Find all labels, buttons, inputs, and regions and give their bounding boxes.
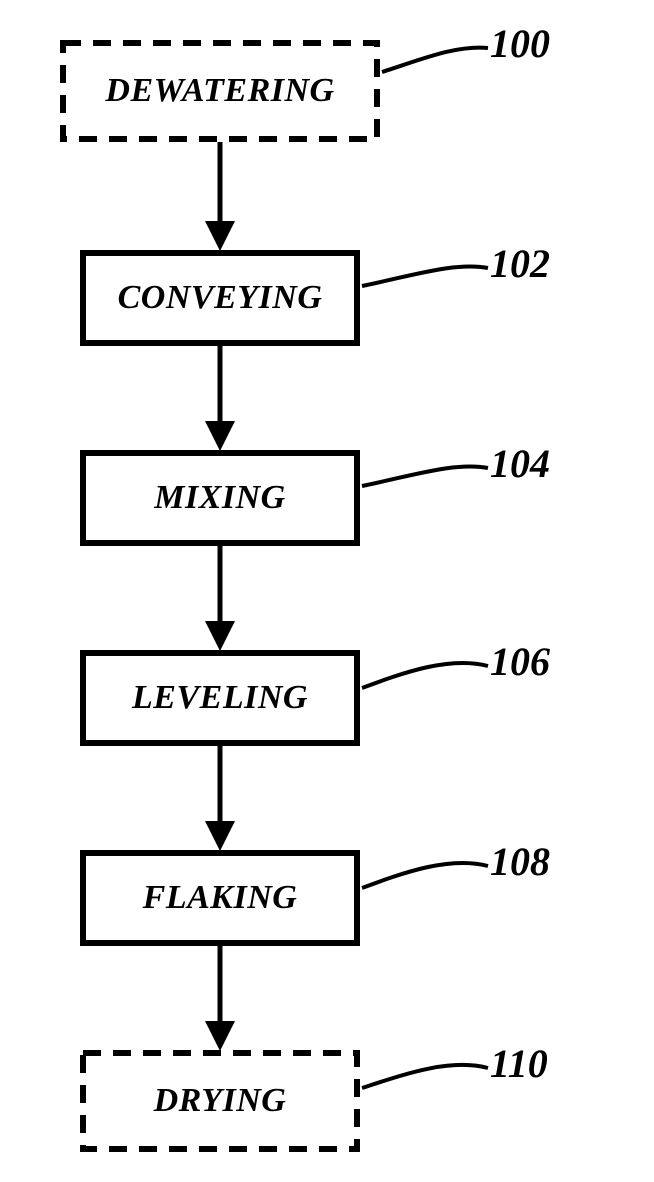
node-text: FLAKING — [143, 879, 298, 917]
flowchart-node-flaking: FLAKING — [80, 850, 360, 946]
ref-label-110: 110 — [490, 1040, 548, 1087]
leader-line-mixing — [362, 466, 488, 486]
flowchart-node-dewatering: DEWATERING — [60, 40, 380, 142]
ref-label-100: 100 — [490, 20, 550, 67]
node-text: LEVELING — [132, 679, 308, 717]
leader-line-dewatering — [382, 48, 488, 72]
ref-label-104: 104 — [490, 440, 550, 487]
ref-label-102: 102 — [490, 240, 550, 287]
flowchart-node-leveling: LEVELING — [80, 650, 360, 746]
flowchart-node-conveying: CONVEYING — [80, 250, 360, 346]
ref-label-108: 108 — [490, 838, 550, 885]
node-text: DEWATERING — [105, 72, 334, 110]
overlay-svg — [0, 0, 654, 1182]
leader-line-leveling — [362, 663, 488, 688]
flowchart-canvas: DEWATERING CONVEYING MIXING LEVELING FLAKING… — [0, 0, 654, 1182]
node-text: MIXING — [154, 479, 285, 517]
node-text: CONVEYING — [118, 279, 323, 317]
node-text: DRYING — [154, 1082, 287, 1120]
leader-line-flaking — [362, 863, 488, 888]
flowchart-node-drying: DRYING — [80, 1050, 360, 1152]
leader-line-drying — [362, 1065, 488, 1088]
flowchart-node-mixing: MIXING — [80, 450, 360, 546]
leader-line-conveying — [362, 266, 488, 286]
ref-label-106: 106 — [490, 638, 550, 685]
